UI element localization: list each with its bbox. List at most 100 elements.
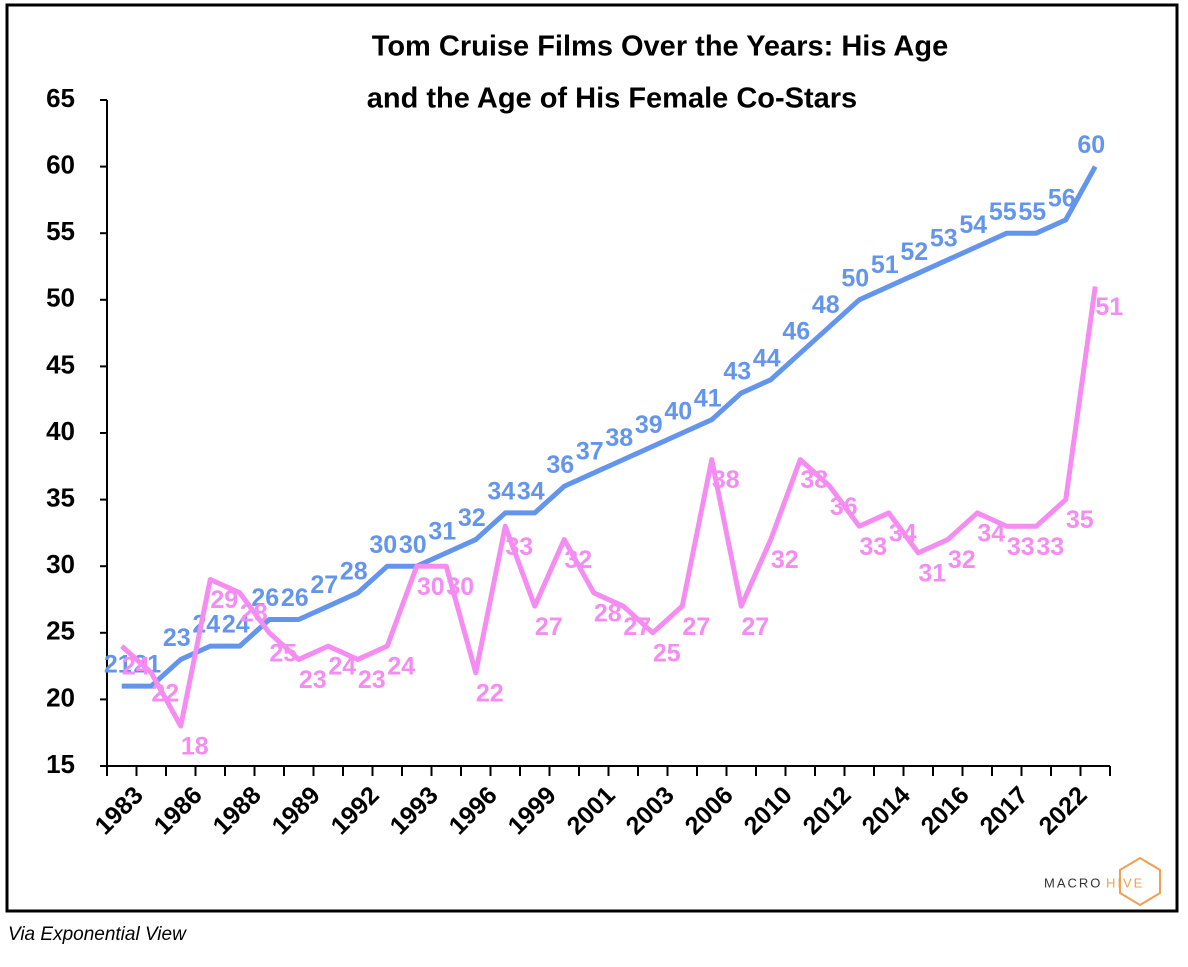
data-label: 38 xyxy=(605,424,633,452)
x-tick-label: 1992 xyxy=(326,781,385,840)
data-label: 55 xyxy=(1018,198,1046,226)
y-tick-label: 25 xyxy=(46,616,75,646)
data-label: 27 xyxy=(741,613,769,641)
data-label: 30 xyxy=(399,531,427,559)
data-label: 23 xyxy=(358,666,386,694)
y-tick-label: 50 xyxy=(46,283,75,313)
data-label: 38 xyxy=(800,466,828,494)
y-tick-label: 45 xyxy=(46,349,75,379)
x-tick-label: 1986 xyxy=(149,781,208,840)
data-label: 33 xyxy=(505,533,533,561)
x-tick-label: 2012 xyxy=(798,781,857,840)
data-label: 31 xyxy=(428,517,456,545)
data-label: 25 xyxy=(269,639,297,667)
x-tick-label: 2022 xyxy=(1034,781,1093,840)
data-label: 25 xyxy=(653,639,681,667)
data-label: 24 xyxy=(387,653,415,681)
data-label: 22 xyxy=(476,679,504,707)
data-label: 34 xyxy=(977,520,1005,548)
data-label: 27 xyxy=(623,613,651,641)
data-label: 44 xyxy=(753,344,781,372)
y-tick-label: 15 xyxy=(46,749,75,779)
data-label: 24 xyxy=(192,611,220,639)
data-label: 32 xyxy=(564,546,592,574)
y-tick-label: 30 xyxy=(46,549,75,579)
x-tick-label: 1993 xyxy=(385,781,444,840)
x-tick-label: 1983 xyxy=(90,781,149,840)
data-label: 24 xyxy=(222,611,250,639)
data-label: 55 xyxy=(989,198,1017,226)
data-label: 29 xyxy=(210,586,238,614)
data-label: 30 xyxy=(446,573,474,601)
data-label: 28 xyxy=(240,599,268,627)
data-label: 51 xyxy=(1095,293,1123,321)
data-label: 32 xyxy=(771,546,799,574)
logo-icon xyxy=(1119,856,1161,907)
x-tick-label: 2001 xyxy=(562,781,621,840)
data-label: 34 xyxy=(889,520,917,548)
x-tick-label: 2003 xyxy=(621,781,680,840)
data-label: 34 xyxy=(517,478,545,506)
data-label: 35 xyxy=(1066,506,1094,534)
data-label: 26 xyxy=(281,584,309,612)
data-label: 41 xyxy=(694,384,722,412)
logo-text: MACRO xyxy=(1044,875,1102,890)
data-label: 30 xyxy=(369,531,397,559)
frame xyxy=(5,3,1179,913)
data-label: 23 xyxy=(299,666,327,694)
data-label: 37 xyxy=(576,438,604,466)
x-tick-label: 2006 xyxy=(680,781,739,840)
data-label: 33 xyxy=(859,533,887,561)
x-tick-label: 1988 xyxy=(208,781,267,840)
data-label: 40 xyxy=(664,398,692,426)
data-label: 18 xyxy=(181,733,209,761)
data-label: 33 xyxy=(1007,533,1035,561)
data-label: 24 xyxy=(328,653,356,681)
data-label: 30 xyxy=(417,573,445,601)
data-label: 56 xyxy=(1048,184,1076,212)
data-label: 36 xyxy=(830,493,858,521)
data-label: 22 xyxy=(151,679,179,707)
y-tick-label: 20 xyxy=(46,682,75,712)
data-label: 38 xyxy=(712,466,740,494)
x-tick-label: 2016 xyxy=(916,781,975,840)
y-tick-label: 40 xyxy=(46,416,75,446)
data-label: 48 xyxy=(812,291,840,319)
data-label: 27 xyxy=(535,613,563,641)
x-tick-label: 1989 xyxy=(267,781,326,840)
data-label: 60 xyxy=(1077,131,1105,159)
line-series xyxy=(121,165,1098,689)
data-label: 27 xyxy=(682,613,710,641)
data-label: 23 xyxy=(163,624,191,652)
logo-text: HIVE xyxy=(1106,875,1144,890)
y-tick-label: 55 xyxy=(46,216,75,246)
caption: Via Exponential View xyxy=(8,924,187,945)
x-tick-label: 2017 xyxy=(975,781,1034,840)
data-label: 28 xyxy=(340,557,368,585)
data-label: 51 xyxy=(871,251,899,279)
x-tick-label: 1999 xyxy=(503,781,562,840)
data-label: 54 xyxy=(959,211,987,239)
data-label: 26 xyxy=(251,584,279,612)
data-label: 50 xyxy=(841,264,869,292)
chart-title: and the Age of His Female Co-Stars xyxy=(367,83,857,115)
line-series xyxy=(120,286,1098,729)
data-label: 24 xyxy=(122,653,150,681)
y-tick-label: 60 xyxy=(46,149,75,179)
data-label: 21 xyxy=(104,651,132,679)
data-label: 32 xyxy=(458,504,486,532)
y-tick-label: 35 xyxy=(46,482,75,512)
data-label: 28 xyxy=(594,599,622,627)
data-label: 52 xyxy=(900,238,928,266)
data-label: 43 xyxy=(723,358,751,386)
y-tick-label: 65 xyxy=(46,83,75,113)
chart-title: Tom Cruise Films Over the Years: His Age xyxy=(372,31,948,63)
data-label: 33 xyxy=(1036,533,1064,561)
x-tick-label: 2010 xyxy=(739,781,798,840)
x-tick-label: 2014 xyxy=(857,781,916,840)
data-label: 34 xyxy=(487,478,515,506)
data-label: 31 xyxy=(918,559,946,587)
data-label: 36 xyxy=(546,451,574,479)
